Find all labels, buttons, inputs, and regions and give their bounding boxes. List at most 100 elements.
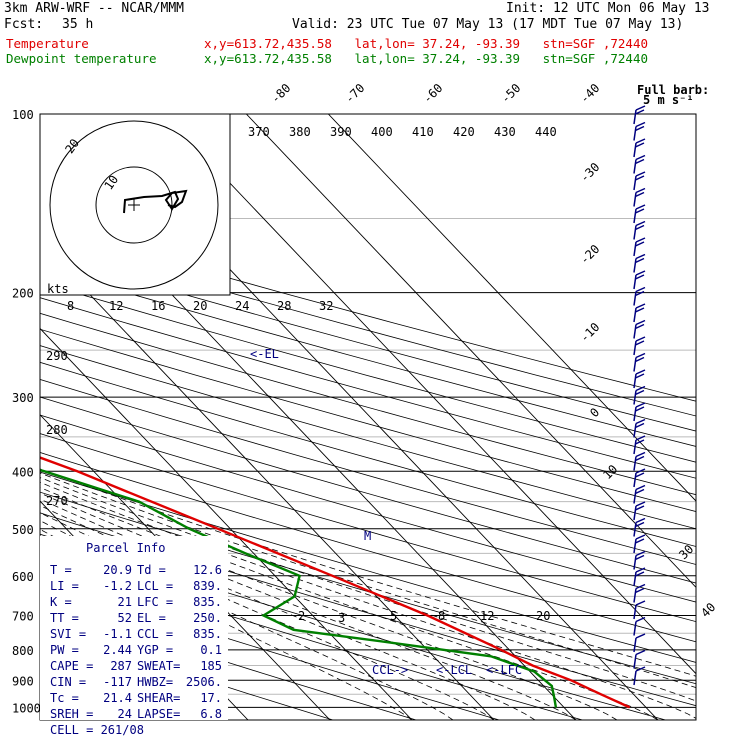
dry-adiabat-line xyxy=(40,396,696,584)
parcel-info-value: 6.8 xyxy=(200,707,222,721)
parcel-info-panel xyxy=(40,536,228,720)
dry-adiabat-line xyxy=(40,471,696,663)
temperature-tick-label: 10 xyxy=(600,462,620,482)
parcel-info-cell: CELL = 261/08 xyxy=(50,723,144,737)
isotherm-line xyxy=(40,414,331,720)
mixing-ratio-label: 16 xyxy=(151,299,165,313)
wind-barb xyxy=(633,633,646,653)
parcel-info-value: 21.4 xyxy=(103,691,132,705)
theta-e-label: 420 xyxy=(453,125,475,139)
lfc-annotation: <-LFC xyxy=(486,663,522,677)
pressure-axis-label: 600 xyxy=(12,570,34,584)
mixing-ratio-label: 20 xyxy=(536,609,550,623)
mixing-ratio-label: 32 xyxy=(319,299,333,313)
moist-adiabat-line xyxy=(40,477,696,702)
wind-barb xyxy=(633,352,646,372)
mixing-ratio-label: 8 xyxy=(67,299,74,313)
wind-barb xyxy=(633,435,646,455)
mixing-ratio-label: 8 xyxy=(438,609,445,623)
full-barb-label: Full barb: xyxy=(637,83,709,97)
parcel-info-key: SREH = xyxy=(50,707,93,721)
dry-adiabat-line xyxy=(40,491,696,685)
hodograph-ring xyxy=(95,166,173,244)
parcel-info-key: EL = xyxy=(137,611,166,625)
parcel-info-value: 52 xyxy=(118,611,132,625)
hodograph-ring-label: 10 xyxy=(101,173,121,193)
parcel-info-value: 185 xyxy=(200,659,222,673)
temperature-tick-label: -80 xyxy=(268,81,293,106)
parcel-info-value: 21 xyxy=(118,595,132,609)
plot-frame xyxy=(39,113,697,721)
dry-adiabat-line xyxy=(40,297,696,479)
dry-adiabat-line xyxy=(40,328,696,512)
pressure-axis-label: 900 xyxy=(12,674,34,688)
hodograph-ring-label: 20 xyxy=(62,136,82,156)
moist-adiabat-line xyxy=(40,468,696,677)
parcel-info-key: K = xyxy=(50,595,72,609)
init-time: Init: 12 UTC Mon 06 May 13 xyxy=(506,1,710,16)
hodograph-trace xyxy=(123,189,188,214)
parcel-info-key: Td = xyxy=(137,563,166,577)
dry-adiabat-line xyxy=(40,578,500,720)
wind-barb xyxy=(633,402,646,422)
pressure-axis-label: 500 xyxy=(12,523,34,537)
isotherm-line xyxy=(245,114,696,589)
mixing-ratio-label: 12 xyxy=(480,609,494,623)
parcel-info-key: SHEAR= xyxy=(137,691,180,705)
theta-e-label: 370 xyxy=(248,125,270,139)
mixing-ratio-label: 5 xyxy=(390,609,397,623)
parcel-info-key: T = xyxy=(50,563,72,577)
theta-e-label: 390 xyxy=(330,125,352,139)
temperature-tick-label: -50 xyxy=(498,81,523,106)
parcel-info-key: SWEAT= xyxy=(137,659,180,673)
mixing-ratio-label: 3 xyxy=(338,611,345,625)
isotherm-line xyxy=(40,327,413,720)
wind-barb xyxy=(633,270,646,290)
isotherm-line xyxy=(0,114,2,720)
theta-label: 280 xyxy=(46,423,68,437)
lcl-annotation: <-LCL xyxy=(436,663,472,677)
pressure-axis-label: 700 xyxy=(12,610,34,624)
theta-e-label: 430 xyxy=(494,125,516,139)
ccl-annotation: CCL-> xyxy=(372,663,408,677)
temperature-tick-label: -30 xyxy=(577,160,602,185)
pressure-axis-label: 200 xyxy=(12,287,34,301)
dry-adiabat-line xyxy=(40,312,696,496)
parcel-info-key: PW = xyxy=(50,643,79,657)
pressure-axis-label: 300 xyxy=(12,391,34,405)
temperature-profile xyxy=(40,456,631,709)
parcel-info-value: -1.2 xyxy=(103,579,132,593)
wind-barb xyxy=(633,649,646,669)
moist-adiabat-line xyxy=(40,492,618,720)
theta-label: 290 xyxy=(46,349,68,363)
parcel-info-key: HWBZ= xyxy=(137,675,173,689)
parcel-info-key: LAPSE= xyxy=(137,707,180,721)
temperature-tick-label: -10 xyxy=(577,320,602,345)
parcel-info-key: CCL = xyxy=(137,627,173,641)
pressure-axis-label: 400 xyxy=(12,465,34,479)
dry-adiabat-line xyxy=(40,452,696,643)
pressure-axis-label: 800 xyxy=(12,644,34,658)
mixing-ratio-label: 12 xyxy=(109,299,123,313)
parcel-info-value: 0.1 xyxy=(200,643,222,657)
parcel-info-key: LFC = xyxy=(137,595,173,609)
mixing-ratio-label: 2 xyxy=(298,609,305,623)
fcst-value: 35 h xyxy=(62,17,94,32)
wind-barb xyxy=(633,451,646,471)
model-title: 3km ARW-WRF -- NCAR/MMM xyxy=(4,1,185,16)
hodograph-ring xyxy=(49,120,219,290)
wind-barb xyxy=(633,286,646,306)
dewpoint-profile xyxy=(40,468,558,708)
pressure-axis-label: 1000 xyxy=(12,701,41,715)
wind-barb xyxy=(633,517,646,537)
wind-barb xyxy=(633,187,646,207)
full-barb-units: 5 m s⁻¹ xyxy=(643,93,694,107)
fcst-label: Fcst: xyxy=(4,17,44,32)
parcel-info-value: -1.1 xyxy=(103,627,132,641)
parcel-info-value: 839. xyxy=(193,579,222,593)
legend-temperature-name: Temperature xyxy=(6,36,89,51)
parcel-info-value: 250. xyxy=(193,611,222,625)
wind-barb xyxy=(633,121,646,141)
wind-barb xyxy=(633,468,646,488)
